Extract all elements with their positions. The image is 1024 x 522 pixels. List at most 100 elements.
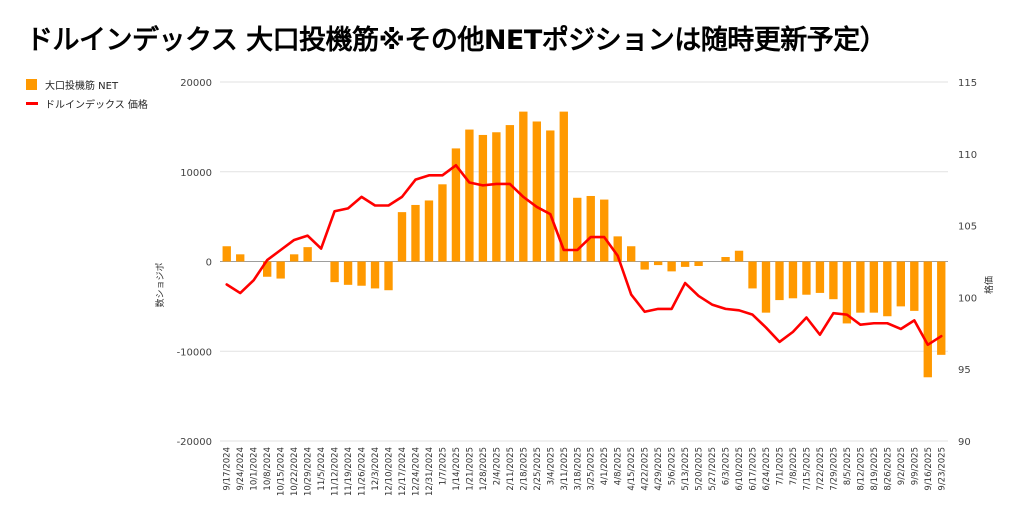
bar-4/1/2025 [600, 199, 609, 262]
x-tick-label: 10/15/2024 [277, 447, 287, 496]
bar-9/23/2025 [937, 261, 946, 355]
bar-10/15/2024 [276, 261, 285, 279]
y-tick-label-right: 95 [958, 365, 971, 376]
bar-series-net [222, 111, 946, 378]
bar-4/29/2025 [653, 261, 663, 266]
x-tick-label: 6/24/2025 [762, 447, 772, 491]
bar-7/8/2025 [788, 261, 798, 299]
bar-9/2/2025 [896, 261, 905, 307]
bar-6/10/2025 [734, 250, 744, 262]
x-tick-label: 3/18/2025 [573, 447, 583, 491]
x-tick-label: 1/28/2025 [479, 447, 489, 491]
bar-6/24/2025 [761, 261, 771, 313]
bar-5/20/2025 [694, 261, 703, 266]
x-tick-label: 5/27/2025 [708, 447, 718, 491]
x-tick-label: 10/29/2024 [304, 447, 314, 496]
x-tick-label: 3/4/2025 [546, 447, 556, 485]
x-tick-label: 9/23/2025 [937, 447, 947, 491]
x-tick-label: 3/11/2025 [560, 447, 570, 491]
x-tick-label: 12/24/2024 [411, 447, 421, 496]
bar-4/15/2025 [627, 246, 636, 262]
legend-item-price: ドルインデックス 価格 [26, 96, 148, 111]
x-tick-label: 1/14/2025 [452, 447, 462, 491]
x-tick-label: 2/18/2025 [519, 447, 529, 491]
bar-1/21/2025 [465, 129, 474, 262]
bar-4/22/2025 [640, 261, 649, 270]
legend-label-net: 大口投機筋 NET [45, 81, 119, 92]
y-tick-label-right: 90 [958, 437, 971, 448]
x-tick-label: 5/6/2025 [668, 447, 678, 485]
x-tick-label: 12/10/2024 [385, 447, 395, 496]
bar-3/25/2025 [586, 195, 595, 262]
x-tick-label: 7/15/2025 [802, 447, 812, 491]
bar-12/10/2024 [384, 261, 393, 291]
bar-7/29/2025 [829, 261, 838, 300]
bar-8/5/2025 [842, 261, 852, 324]
bar-8/26/2025 [883, 261, 892, 317]
bar-11/12/2024 [330, 261, 339, 283]
bar-2/4/2025 [492, 132, 501, 262]
bar-8/12/2025 [856, 261, 865, 313]
x-tick-label: 11/12/2024 [331, 447, 341, 496]
bar-12/31/2024 [424, 200, 434, 262]
y-tick-label-left: 20000 [180, 78, 212, 89]
bar-7/1/2025 [775, 261, 784, 301]
x-tick-label: 8/12/2025 [856, 447, 866, 491]
x-tick-label: 9/17/2024 [223, 447, 233, 491]
x-tick-label: 7/29/2025 [829, 447, 839, 491]
y-tick-label-right: 115 [958, 78, 977, 89]
bar-1/7/2025 [438, 184, 447, 262]
y-tick-label-left: -10000 [177, 347, 212, 358]
x-tick-label: 4/1/2025 [600, 447, 610, 485]
legend-item-net: 大口投機筋 NET [26, 77, 118, 92]
x-tick-label: 6/10/2025 [735, 447, 745, 491]
bar-3/18/2025 [573, 197, 582, 262]
bar-9/16/2025 [923, 261, 932, 378]
x-tick-label: 5/20/2025 [695, 447, 705, 491]
x-tick-label: 2/25/2025 [533, 447, 543, 491]
x-tick-label: 11/5/2024 [317, 447, 327, 491]
bar-4/8/2025 [613, 236, 622, 262]
x-tick-label: 11/26/2024 [358, 447, 368, 496]
bar-7/15/2025 [802, 261, 811, 295]
y-axis-label-left: 数ショジポ [154, 262, 166, 307]
chart-title: ドルインデックス 大口投機筋※その他NETポジションは随時更新予定） [26, 25, 887, 56]
x-tick-label: 10/1/2024 [250, 447, 260, 491]
line-series-price [225, 163, 943, 347]
bar-5/13/2025 [680, 261, 690, 267]
x-tick-label: 7/22/2025 [816, 447, 826, 491]
price-line [225, 163, 943, 347]
legend-swatch-net [26, 79, 37, 90]
bar-2/11/2025 [505, 125, 515, 262]
bar-12/24/2024 [411, 204, 420, 262]
x-tick-label: 5/13/2025 [681, 447, 691, 491]
bar-3/4/2025 [546, 130, 555, 262]
x-tick-label: 2/11/2025 [506, 447, 516, 491]
y-axis-label-right: 格価 [983, 276, 995, 294]
bar-6/3/2025 [721, 257, 730, 262]
gridlines [220, 81, 948, 442]
x-tick-label: 4/29/2025 [654, 447, 664, 491]
x-tick-label: 12/31/2024 [425, 447, 435, 496]
axes: -20000 -10000 0 10000 20000 90 95 100 105 110 115 9… [177, 78, 978, 496]
bar-10/8/2024 [263, 261, 272, 277]
x-tick-label: 1/21/2025 [465, 447, 475, 491]
bar-12/3/2024 [370, 261, 380, 289]
x-tick-label: 2/4/2025 [492, 447, 502, 485]
legend-label-price: ドルインデックス 価格 [45, 100, 148, 111]
y-tick-label-right: 105 [958, 222, 977, 233]
bar-9/17/2024 [222, 246, 231, 262]
x-tick-label: 11/19/2024 [344, 447, 354, 496]
bar-7/22/2025 [815, 261, 825, 293]
x-tick-label: 3/25/2025 [587, 447, 597, 491]
x-tick-label: 4/8/2025 [614, 447, 624, 485]
x-tick-label: 7/8/2025 [789, 447, 799, 485]
bar-2/25/2025 [532, 121, 541, 262]
x-tick-label: 9/16/2025 [924, 447, 934, 491]
y-tick-label-right: 110 [958, 150, 977, 161]
x-tick-label: 9/24/2024 [236, 447, 246, 491]
bar-1/28/2025 [478, 134, 488, 262]
bar-12/17/2024 [397, 212, 407, 262]
x-tick-label: 6/3/2025 [722, 447, 732, 485]
